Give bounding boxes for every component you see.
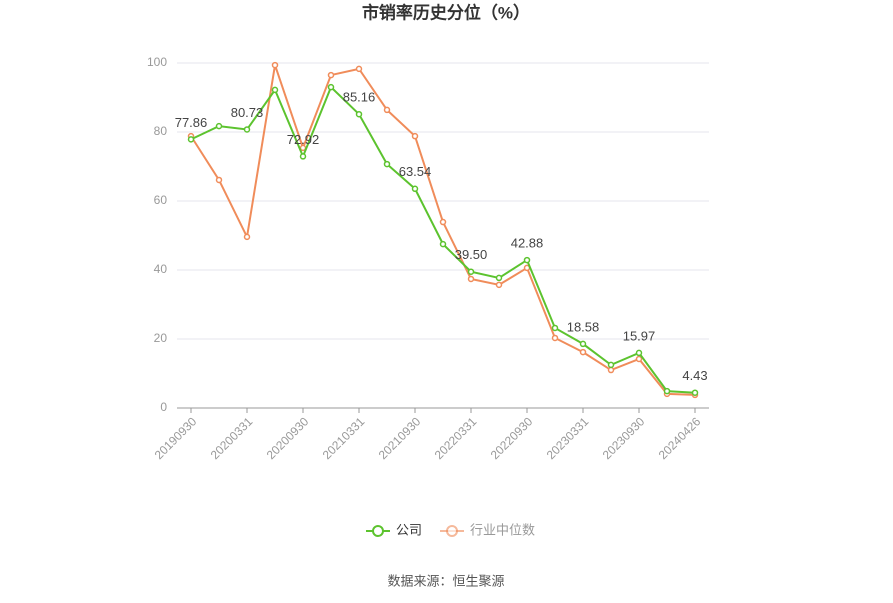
data-point	[215, 122, 223, 130]
x-tick-label: 20210930	[376, 414, 424, 462]
data-point	[187, 136, 195, 143]
data-point	[467, 275, 475, 283]
data-point	[299, 153, 307, 160]
x-tick-label: 20190930	[152, 414, 200, 462]
data-point	[691, 389, 699, 396]
data-point	[439, 218, 447, 226]
data-point	[271, 86, 279, 94]
data-label: 42.88	[511, 236, 544, 251]
data-point	[635, 355, 643, 363]
x-tick-label: 20230331	[544, 414, 592, 462]
data-label: 4.43	[682, 368, 707, 383]
series-line	[190, 64, 696, 396]
data-point	[215, 176, 223, 184]
data-point	[551, 324, 559, 332]
y-tick-label: 0	[160, 400, 167, 414]
data-point	[523, 256, 531, 264]
data-point	[355, 110, 363, 118]
y-tick-label: 80	[154, 124, 168, 138]
data-point	[579, 348, 587, 356]
data-point	[411, 185, 419, 193]
data-point	[439, 240, 447, 248]
data-label: 77.86	[175, 115, 208, 130]
y-tick-label: 100	[147, 55, 167, 69]
data-point	[495, 281, 503, 289]
legend-label: 行业中位数	[470, 522, 535, 537]
x-tick-label: 20200930	[264, 414, 312, 462]
data-point	[243, 126, 251, 133]
data-label: 72.92	[287, 132, 320, 147]
y-tick-label: 40	[154, 262, 168, 276]
y-tick-label: 60	[154, 193, 168, 207]
data-label: 18.58	[567, 319, 600, 334]
data-label: 39.50	[455, 247, 488, 262]
legend-marker	[372, 525, 384, 537]
data-label: 80.73	[231, 105, 264, 120]
x-tick-label: 20230930	[600, 414, 648, 462]
data-point	[495, 274, 503, 282]
legend-marker	[446, 525, 458, 537]
data-point	[579, 340, 587, 348]
x-tick-label: 20200331	[208, 414, 256, 462]
x-tick-label: 20210331	[320, 414, 368, 462]
data-point	[411, 132, 419, 140]
data-point	[551, 334, 559, 342]
data-point	[383, 160, 391, 168]
chart-title: 市销率历史分位（%）	[362, 2, 530, 22]
data-label: 63.54	[399, 164, 432, 179]
x-tick-label: 20240426	[656, 414, 704, 462]
y-tick-label: 20	[154, 331, 168, 345]
data-point	[355, 65, 363, 73]
data-point	[607, 366, 615, 374]
data-point	[635, 349, 643, 357]
data-point	[663, 387, 671, 395]
data-point	[327, 83, 335, 91]
data-label: 85.16	[343, 90, 376, 105]
x-tick-label: 20220930	[488, 414, 536, 462]
series-line	[190, 85, 696, 394]
data-point	[383, 106, 391, 114]
data-point	[467, 268, 475, 275]
data-point	[327, 71, 335, 79]
data-point	[607, 361, 615, 369]
source: 数据来源：恒生聚源	[387, 573, 504, 588]
data-point	[271, 61, 279, 69]
x-tick-label: 20220331	[432, 414, 480, 462]
data-point	[243, 233, 251, 241]
data-label: 15.97	[623, 328, 656, 343]
legend-label: 公司	[396, 522, 422, 537]
